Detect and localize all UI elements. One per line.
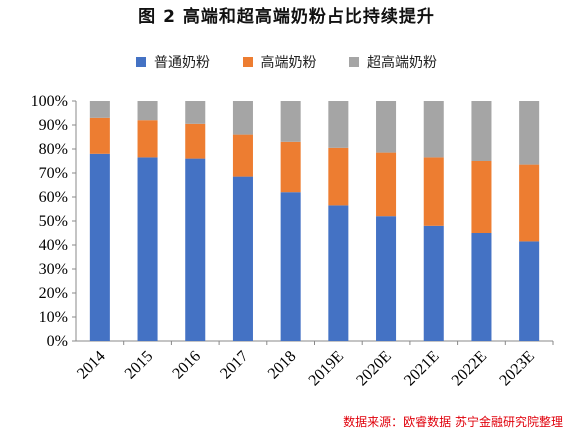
- legend-label-normal: 普通奶粉: [154, 55, 211, 71]
- bar-segment-normal: [232, 176, 253, 341]
- bar-segment-premium: [89, 117, 110, 154]
- bar-segment-normal: [519, 241, 540, 341]
- y-tick-label: 60%: [39, 189, 68, 206]
- bar-segment-premium: [376, 152, 397, 217]
- y-tick-label: 100%: [31, 93, 68, 110]
- bar-segment-premium: [471, 161, 492, 233]
- y-tick-label: 10%: [39, 309, 68, 326]
- bar-segment-premium: [519, 164, 540, 242]
- legend-swatch-premium: [242, 57, 253, 67]
- y-tick-label: 90%: [39, 117, 68, 134]
- bar-segment-super-premium: [471, 101, 492, 161]
- x-tick-label: 2014: [74, 348, 109, 383]
- bar-segment-normal: [423, 225, 444, 341]
- x-tick-label: 2023E: [496, 348, 538, 390]
- y-tick-label: 40%: [39, 237, 68, 254]
- legend-item-normal: 普通奶粉: [136, 52, 210, 72]
- x-tick-label: 2019E: [306, 348, 348, 390]
- legend: 普通奶粉 高端奶粉 超高端奶粉: [0, 52, 573, 72]
- y-tick-label: 70%: [39, 165, 68, 182]
- legend-item-premium: 高端奶粉: [242, 52, 317, 72]
- bar-segment-normal: [328, 205, 349, 341]
- bar-segment-normal: [137, 157, 158, 341]
- x-tick-label: 2021E: [401, 348, 443, 390]
- bar-segment-super-premium: [376, 101, 397, 153]
- bar-segment-super-premium: [328, 101, 349, 148]
- bar-segment-super-premium: [137, 101, 158, 121]
- x-tick-label: 2018: [265, 348, 300, 383]
- bar-segment-premium: [423, 157, 444, 226]
- bar-segment-premium: [185, 123, 206, 159]
- y-tick-label: 20%: [39, 285, 68, 302]
- x-tick-label: 2020E: [353, 348, 395, 390]
- bar-segment-premium: [137, 120, 158, 158]
- x-tick-label: 2016: [169, 348, 204, 383]
- bar-segment-super-premium: [185, 101, 206, 124]
- y-tick-label: 0%: [47, 333, 68, 350]
- bar-segment-premium: [232, 134, 253, 177]
- bar-segment-normal: [185, 158, 206, 341]
- legend-swatch-super-premium: [348, 57, 359, 67]
- y-tick-label: 80%: [39, 141, 68, 158]
- legend-item-super-premium: 超高端奶粉: [348, 52, 437, 72]
- bar-segment-premium: [280, 141, 301, 193]
- x-tick-label: 2015: [122, 348, 157, 383]
- legend-label-super-premium: 超高端奶粉: [366, 55, 437, 71]
- data-source-note: 数据来源：欧睿数据 苏宁金融研究院整理: [343, 415, 563, 429]
- bar-segment-super-premium: [232, 101, 253, 135]
- y-tick-label: 30%: [39, 261, 68, 278]
- bar-segment-normal: [376, 216, 397, 341]
- chart-title: 图 2 高端和超高端奶粉占比持续提升: [138, 7, 435, 27]
- bar-segment-normal: [280, 192, 301, 341]
- bar-segment-super-premium: [280, 101, 301, 142]
- bar-segment-normal: [471, 233, 492, 341]
- legend-swatch-normal: [136, 57, 147, 67]
- x-tick-label: 2022E: [449, 348, 491, 390]
- bar-segment-super-premium: [89, 101, 110, 118]
- bar-segment-premium: [328, 147, 349, 206]
- bar-segment-super-premium: [519, 101, 540, 165]
- legend-label-premium: 高端奶粉: [260, 55, 317, 71]
- x-tick-label: 2017: [217, 348, 252, 383]
- bar-segment-normal: [89, 153, 110, 341]
- bar-segment-super-premium: [423, 101, 444, 158]
- y-tick-label: 50%: [39, 213, 68, 230]
